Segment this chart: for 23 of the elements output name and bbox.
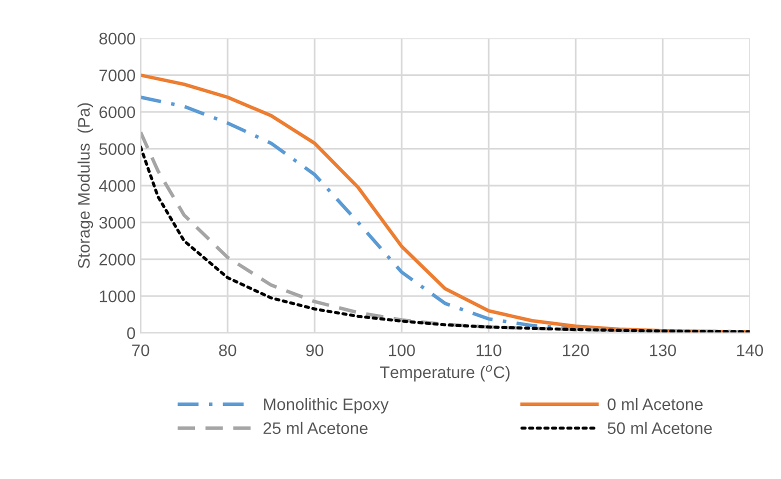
x-tick-label: 120 [563, 344, 589, 356]
x-tick-label: 140 [737, 344, 764, 356]
x-tick-label: 130 [650, 344, 676, 356]
y-tick-label: 4000 [99, 180, 136, 192]
y-tick-label: 3000 [99, 216, 136, 229]
y-axis-title: Storage Modulus (Pa) [78, 103, 94, 268]
y-tick-label: 7000 [100, 70, 136, 82]
legend-label: 0 ml Acetone [608, 398, 703, 410]
x-tick-label: 110 [476, 344, 502, 356]
x-tick-label: 70 [132, 344, 150, 356]
legend-label: Monolithic Epoxy [264, 398, 389, 414]
y-tick-label: 2000 [99, 254, 136, 266]
legend-label: 25 ml Acetone [264, 422, 368, 434]
x-tick-label: 80 [219, 344, 236, 356]
x-tick-label: 90 [306, 344, 324, 356]
y-tick-label: 6000 [99, 106, 136, 118]
legend-label: 50 ml Acetone [608, 422, 712, 434]
y-tick-label: 1000 [100, 290, 136, 302]
x-axis-title: Temperature ($^{o}$C) [380, 365, 510, 382]
y-tick-label: 8000 [99, 32, 136, 45]
y-tick-label: 5000 [99, 143, 136, 155]
y-tick-label: 0 [127, 327, 136, 340]
x-tick-label: 100 [389, 344, 415, 356]
